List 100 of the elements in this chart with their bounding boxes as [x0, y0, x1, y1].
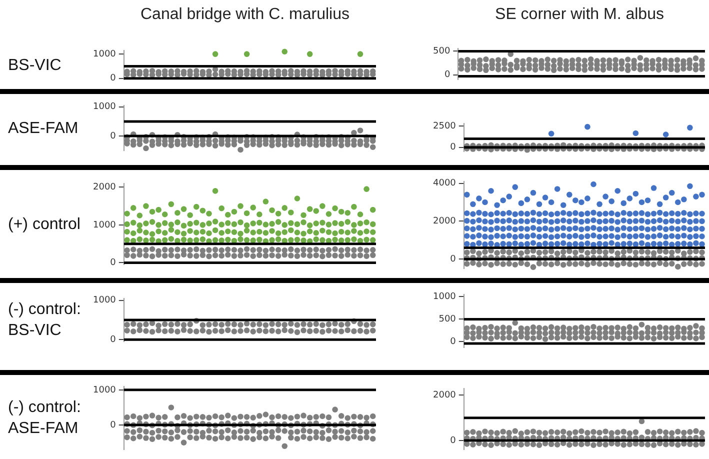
point — [238, 435, 244, 441]
point — [244, 428, 250, 435]
point — [344, 415, 351, 421]
point — [596, 211, 602, 217]
point — [650, 240, 657, 247]
point — [306, 428, 313, 434]
point — [218, 230, 224, 236]
point — [662, 194, 669, 200]
point — [518, 218, 524, 224]
point — [357, 51, 364, 57]
point — [548, 199, 554, 206]
point — [608, 210, 614, 216]
point — [681, 232, 687, 239]
point — [608, 218, 614, 224]
point — [344, 246, 351, 253]
point — [620, 249, 627, 255]
point — [332, 205, 338, 212]
point — [124, 247, 130, 254]
point — [332, 220, 338, 226]
point — [494, 218, 500, 224]
point — [482, 226, 488, 232]
point — [482, 260, 488, 266]
point — [470, 226, 476, 232]
point — [288, 328, 294, 334]
point — [180, 230, 187, 237]
point — [693, 210, 699, 216]
point — [494, 202, 500, 208]
point — [218, 434, 224, 440]
point — [326, 229, 332, 236]
point — [644, 249, 651, 256]
point — [320, 248, 326, 254]
point — [250, 436, 256, 442]
point — [566, 260, 572, 267]
point — [572, 250, 578, 256]
point — [687, 183, 693, 190]
point — [224, 412, 231, 418]
point — [364, 429, 370, 435]
point — [506, 249, 512, 256]
point — [332, 252, 338, 258]
point — [357, 128, 364, 134]
point — [162, 428, 168, 434]
point — [566, 335, 572, 342]
point — [596, 260, 602, 267]
point — [662, 132, 669, 138]
point — [681, 210, 687, 216]
point — [542, 194, 548, 200]
point — [560, 225, 566, 231]
point — [193, 246, 200, 252]
point — [187, 220, 193, 227]
point — [136, 228, 143, 234]
point — [632, 226, 639, 232]
point — [656, 224, 663, 231]
point — [250, 428, 256, 434]
point — [512, 226, 518, 232]
point — [244, 328, 250, 334]
point — [590, 442, 596, 448]
point — [572, 334, 578, 341]
point — [488, 324, 494, 330]
point — [238, 248, 244, 254]
point — [506, 225, 512, 231]
point — [512, 428, 518, 434]
point — [548, 234, 554, 240]
point — [162, 328, 168, 334]
point — [554, 210, 560, 217]
point — [320, 220, 326, 226]
point — [187, 328, 193, 334]
point — [231, 229, 238, 236]
point — [530, 329, 536, 336]
point — [530, 217, 536, 224]
point — [288, 252, 294, 258]
point — [632, 190, 639, 197]
point — [650, 336, 657, 342]
point — [313, 252, 320, 258]
point — [143, 328, 149, 334]
point — [548, 211, 554, 218]
point — [212, 428, 218, 434]
point — [156, 222, 162, 228]
point — [294, 322, 300, 328]
y-tick-label: 4000 — [433, 178, 456, 189]
point — [508, 67, 514, 73]
point — [602, 261, 608, 268]
point — [500, 261, 506, 267]
point — [476, 196, 482, 202]
point — [699, 249, 705, 256]
point — [470, 335, 476, 342]
point — [326, 328, 332, 334]
point — [638, 225, 645, 232]
point — [136, 222, 143, 228]
point — [557, 66, 563, 72]
point — [180, 440, 187, 446]
point — [494, 225, 500, 232]
point — [590, 324, 596, 330]
point — [224, 321, 231, 327]
point — [674, 428, 681, 435]
point — [482, 334, 488, 341]
point — [681, 240, 687, 246]
point — [224, 246, 231, 252]
point — [187, 252, 193, 258]
point — [351, 204, 357, 210]
point — [500, 210, 506, 217]
